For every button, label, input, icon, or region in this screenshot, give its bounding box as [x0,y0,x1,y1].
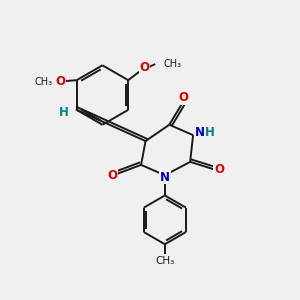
Text: H: H [59,106,69,119]
Text: O: O [178,91,188,104]
Text: O: O [214,163,224,176]
Text: N: N [160,170,170,184]
Text: CH₃: CH₃ [155,256,175,266]
Text: CH₃: CH₃ [35,76,53,87]
Text: O: O [56,75,65,88]
Text: H: H [205,126,214,139]
Text: O: O [140,61,149,74]
Text: N: N [195,126,205,139]
Text: O: O [107,169,117,182]
Text: CH₃: CH₃ [163,59,182,69]
